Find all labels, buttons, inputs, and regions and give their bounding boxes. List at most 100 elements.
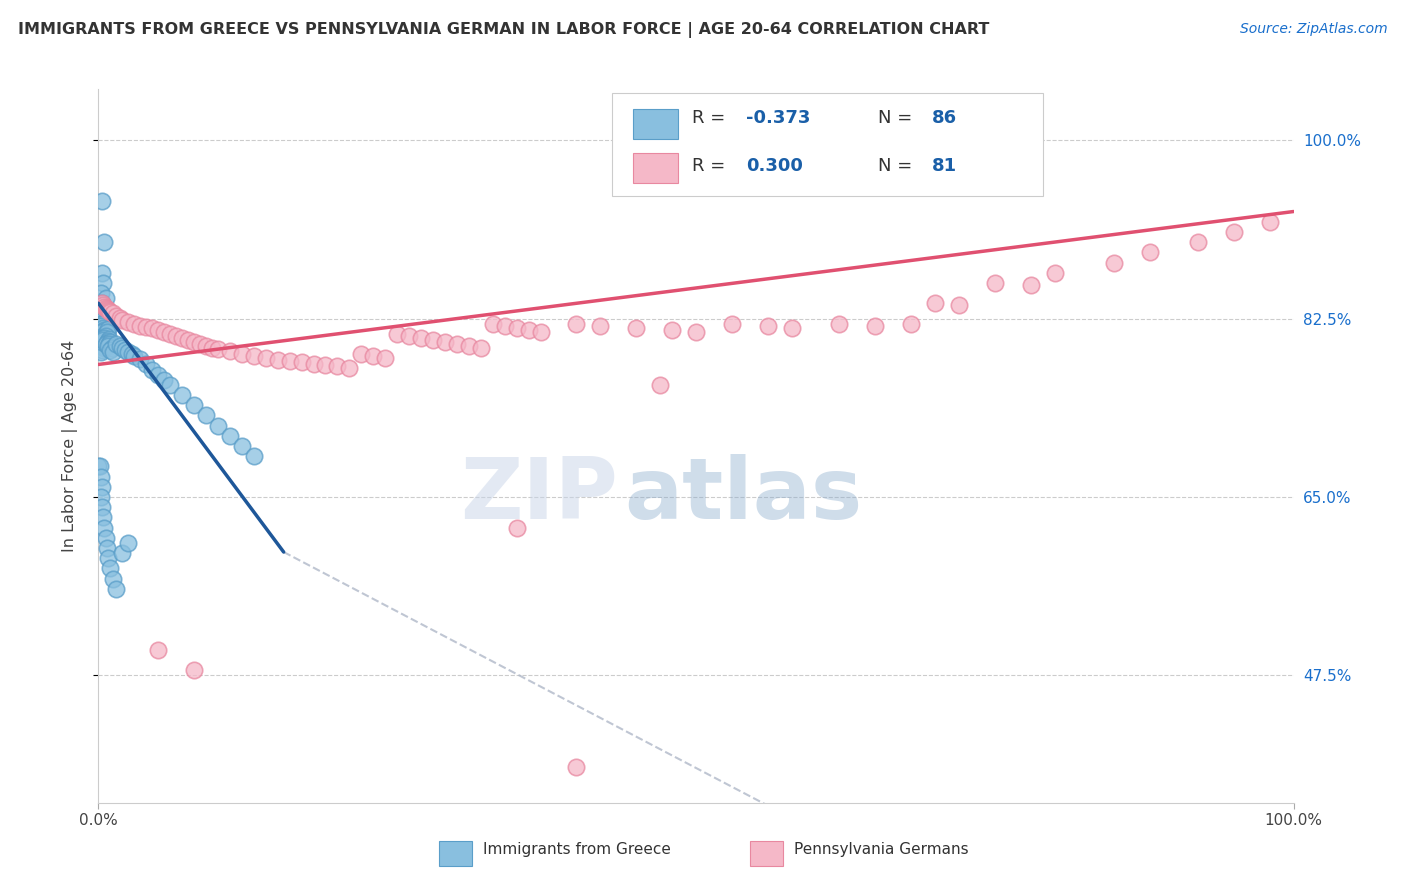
Point <box>101 306 124 320</box>
Point <box>117 315 139 329</box>
Point <box>90 469 112 483</box>
Point <box>148 323 170 337</box>
Point <box>141 362 163 376</box>
Point <box>91 194 114 209</box>
Point <box>91 296 114 310</box>
Point <box>481 317 505 331</box>
Point <box>153 373 176 387</box>
Point <box>96 325 118 339</box>
Point <box>159 377 181 392</box>
Point <box>159 326 181 341</box>
Point <box>91 343 114 358</box>
Point <box>411 331 433 345</box>
Point <box>422 333 444 347</box>
Point <box>93 333 115 347</box>
Point <box>153 325 176 339</box>
Point <box>93 323 115 337</box>
Point <box>96 302 118 317</box>
Point <box>94 326 117 341</box>
Point <box>302 358 325 372</box>
Point <box>117 536 139 550</box>
Point <box>661 323 683 337</box>
Point <box>278 354 301 368</box>
Point <box>93 235 115 249</box>
Point <box>93 520 115 534</box>
Point <box>626 320 648 334</box>
Point <box>91 339 114 353</box>
Point <box>93 331 115 345</box>
Point <box>201 341 224 355</box>
Point <box>165 329 187 343</box>
Point <box>97 303 120 318</box>
Point <box>1187 235 1209 249</box>
Point <box>94 301 117 316</box>
Point <box>91 312 114 326</box>
Point <box>90 345 112 359</box>
Point <box>111 341 134 355</box>
Point <box>124 317 146 331</box>
Point <box>195 409 218 423</box>
Text: 86: 86 <box>931 110 956 128</box>
Point <box>148 643 170 657</box>
Point <box>339 360 361 375</box>
Point <box>97 339 120 353</box>
Point <box>207 418 229 433</box>
Point <box>865 318 887 333</box>
FancyBboxPatch shape <box>633 109 678 139</box>
Point <box>1258 215 1281 229</box>
Point <box>100 341 122 355</box>
Point <box>91 296 114 310</box>
Text: IMMIGRANTS FROM GREECE VS PENNSYLVANIA GERMAN IN LABOR FORCE | AGE 20-64 CORRELA: IMMIGRANTS FROM GREECE VS PENNSYLVANIA G… <box>18 22 990 38</box>
FancyBboxPatch shape <box>439 841 472 865</box>
Point <box>98 332 121 346</box>
Point <box>1019 277 1042 292</box>
Point <box>89 306 111 320</box>
Point <box>117 345 139 359</box>
Point <box>97 322 120 336</box>
Point <box>446 337 468 351</box>
Point <box>93 301 115 315</box>
Point <box>93 301 115 316</box>
Point <box>91 320 114 334</box>
Point <box>243 449 266 463</box>
Point <box>94 291 117 305</box>
Point <box>984 276 1007 290</box>
Point <box>93 331 115 345</box>
Point <box>98 304 121 318</box>
Point <box>90 318 112 333</box>
Point <box>183 398 205 412</box>
Text: N =: N = <box>877 110 918 128</box>
Point <box>363 349 385 363</box>
Text: 81: 81 <box>931 157 956 175</box>
Point <box>91 480 114 494</box>
Point <box>188 337 211 351</box>
Point <box>98 337 121 351</box>
Point <box>91 337 114 351</box>
Text: R =: R = <box>692 110 731 128</box>
Point <box>141 320 163 334</box>
Point <box>91 310 114 325</box>
Point <box>780 320 803 334</box>
Point <box>195 339 218 353</box>
Point <box>589 318 612 333</box>
Point <box>183 663 205 677</box>
Point <box>91 333 114 347</box>
Point <box>91 298 114 312</box>
Text: N =: N = <box>877 157 918 175</box>
Point <box>114 343 136 358</box>
Text: Immigrants from Greece: Immigrants from Greece <box>484 842 671 856</box>
Point <box>94 531 117 545</box>
Point <box>96 326 118 341</box>
Text: R =: R = <box>692 157 731 175</box>
Point <box>135 319 157 334</box>
Point <box>93 341 115 355</box>
Point <box>90 490 112 504</box>
Point <box>900 317 922 331</box>
Point <box>91 317 114 331</box>
Point <box>91 510 114 524</box>
Point <box>231 439 253 453</box>
Point <box>148 368 170 382</box>
Point <box>243 349 266 363</box>
Point <box>111 546 134 560</box>
Point <box>91 298 114 312</box>
